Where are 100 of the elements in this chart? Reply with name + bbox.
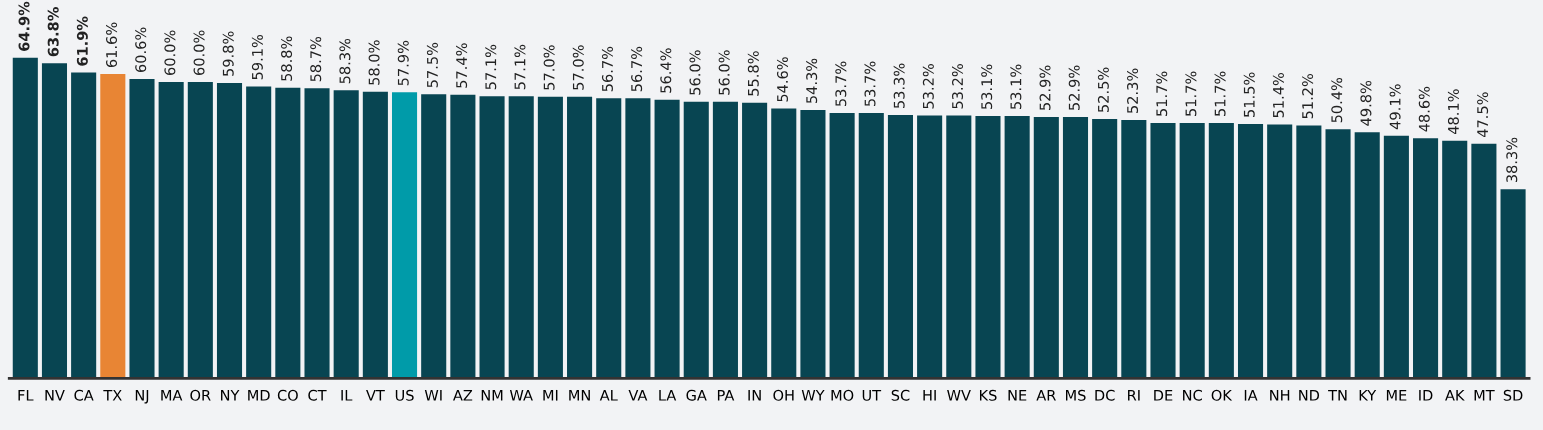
data-label: 53.1% [981,64,993,109]
data-label: 63.8% [47,7,59,57]
data-label: 55.8% [747,51,759,96]
x-tick-label: WV [947,389,971,401]
x-tick-label: MA [161,389,183,401]
x-tick-label: DC [1095,389,1115,401]
data-label: 48.1% [1447,89,1459,135]
data-label: 51.4% [1272,72,1284,118]
data-label: 51.2% [1302,73,1314,119]
data-label: 52.9% [1039,65,1051,110]
data-label: 58.8% [281,36,293,81]
data-label: 60.0% [193,30,205,75]
x-tick-label: KY [1359,389,1377,401]
data-label: 51.7% [1185,71,1197,116]
data-label: 53.7% [835,61,847,107]
data-label: 60.6% [135,27,147,73]
data-label: 52.9% [1068,65,1080,110]
data-label: 60.0% [164,30,176,75]
x-tick-label: ID [1419,389,1433,401]
data-label: 56.7% [631,46,643,92]
data-label: 57.4% [456,43,468,88]
data-label: 54.6% [776,57,788,102]
x-tick-label: NE [1008,389,1027,401]
x-tick-label: WI [424,389,442,401]
x-tick-label: LA [659,389,677,401]
x-tick-label: ND [1299,389,1320,401]
data-label: 51.5% [1243,72,1255,117]
x-tick-label: CO [277,389,298,401]
data-label: 52.3% [1127,68,1139,113]
x-tick-label: TX [103,389,122,401]
x-tick-label: IN [748,389,761,401]
x-tick-label: AL [599,389,618,401]
x-tick-label: AR [1036,389,1056,401]
x-tick-label: ME [1386,389,1407,401]
data-label: 56.0% [689,50,701,95]
data-label: 53.1% [1010,64,1022,109]
x-tick-label: AK [1445,389,1465,401]
data-label: 61.9% [76,16,88,66]
data-label: 53.2% [952,64,964,109]
x-tick-label: DE [1154,389,1173,401]
data-label: 58.0% [368,40,380,85]
x-tick-label: RI [1128,389,1140,401]
x-tick-label: CT [308,389,327,401]
x-tick-label: MI [543,389,558,401]
x-tick-label: FL [18,389,34,401]
data-label: 56.0% [718,50,730,95]
x-tick-label: MO [831,389,854,401]
x-tick-label: HI [923,389,936,401]
data-label: 57.1% [485,44,497,90]
data-label: 56.7% [601,46,613,92]
x-tick-label: TN [1328,389,1347,401]
data-label: 57.0% [543,45,555,90]
x-tick-label: WY [801,389,825,401]
data-label: 57.9% [397,40,409,86]
x-tick-label: IA [1244,389,1258,401]
data-label: 51.7% [1156,71,1168,116]
x-tick-label: OH [773,389,794,401]
data-label: 53.2% [922,64,934,109]
x-tick-label: SC [891,389,910,401]
data-label: 64.9% [18,1,30,51]
x-tick-label: MT [1474,389,1495,401]
data-label: 54.3% [806,58,818,104]
data-label: 49.8% [1360,80,1372,126]
x-tick-label: OR [190,389,211,401]
data-label: 57.0% [572,45,584,90]
data-label: 59.1% [251,34,263,80]
x-tick-label: MN [569,389,590,401]
x-tick-label: GA [686,389,707,401]
x-tick-label: NV [45,389,65,401]
x-tick-label: NJ [135,389,149,404]
x-tick-label: NM [481,389,503,401]
data-label: 57.1% [514,44,526,90]
data-label: 57.5% [426,42,438,88]
x-tick-label: AZ [453,389,473,401]
x-tick-label: UT [862,389,882,401]
x-tick-label: NC [1183,389,1202,401]
data-label: 59.8% [222,31,234,76]
data-label: 50.4% [1331,77,1343,123]
data-label: 38.3% [1506,137,1518,183]
data-label: 51.7% [1214,71,1226,116]
x-tick-label: KS [979,389,997,401]
data-label: 58.3% [339,38,351,84]
data-label: 53.7% [864,61,876,107]
data-label: 48.6% [1418,86,1430,132]
x-tick-label: OK [1211,389,1233,401]
data-label: 49.1% [1389,84,1401,130]
data-label: 56.4% [660,48,672,93]
x-tick-label: WA [509,389,533,401]
data-label: 47.5% [1477,92,1489,138]
x-tick-label: SD [1503,389,1523,401]
x-tick-label: NY [221,389,240,401]
x-tick-label: IL [341,389,353,401]
data-label: 61.6% [106,22,118,68]
x-tick-label: MD [248,389,270,401]
x-tick-label: NH [1270,389,1290,401]
x-tick-label: VT [366,389,385,401]
data-label: 53.3% [893,63,905,108]
x-tick-label: VA [628,389,648,401]
data-label: 52.5% [1097,67,1109,112]
x-tick-label: US [395,389,414,401]
